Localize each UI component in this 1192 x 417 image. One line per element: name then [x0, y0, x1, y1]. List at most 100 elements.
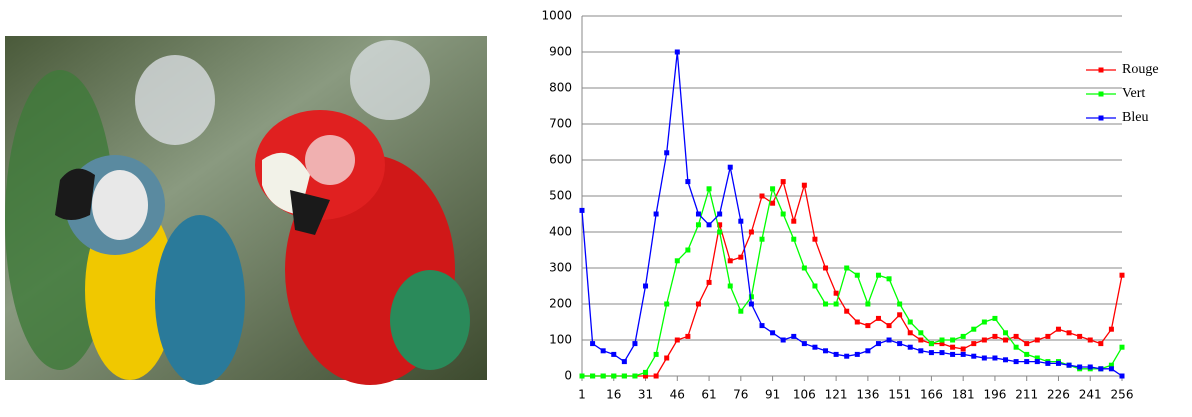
marker — [992, 316, 997, 321]
marker — [1088, 338, 1093, 343]
x-tick-label: 241 — [1079, 388, 1102, 402]
marker — [749, 302, 754, 307]
marker — [717, 212, 722, 217]
marker — [675, 50, 680, 55]
marker — [707, 280, 712, 285]
y-tick-label: 800 — [549, 81, 572, 95]
marker — [812, 345, 817, 350]
marker — [929, 341, 934, 346]
marker — [781, 179, 786, 184]
marker — [982, 320, 987, 325]
marker — [897, 341, 902, 346]
marker — [738, 309, 743, 314]
marker — [865, 302, 870, 307]
marker — [622, 374, 627, 379]
legend-marker — [1099, 68, 1104, 73]
marker — [728, 165, 733, 170]
marker — [855, 273, 860, 278]
y-tick-label: 400 — [549, 225, 572, 239]
marker — [887, 276, 892, 281]
marker — [696, 302, 701, 307]
marker — [940, 350, 945, 355]
x-tick-label: 181 — [952, 388, 975, 402]
marker — [791, 219, 796, 224]
marker — [844, 309, 849, 314]
marker — [834, 291, 839, 296]
marker — [1077, 365, 1082, 370]
figure: 0100200300400500600700800900100011631466… — [0, 0, 1192, 412]
y-tick-label: 0 — [564, 369, 572, 383]
legend-label: Bleu — [1122, 110, 1148, 125]
x-tick-label: 226 — [1047, 388, 1070, 402]
marker — [1120, 374, 1125, 379]
marker — [992, 356, 997, 361]
marker — [664, 150, 669, 155]
marker — [664, 356, 669, 361]
x-tick-label: 196 — [983, 388, 1006, 402]
marker — [760, 194, 765, 199]
marker — [908, 330, 913, 335]
marker — [834, 352, 839, 357]
marker — [971, 354, 976, 359]
marker — [717, 230, 722, 235]
marker — [971, 327, 976, 332]
marker — [908, 320, 913, 325]
marker — [1014, 334, 1019, 339]
marker — [908, 345, 913, 350]
marker — [770, 186, 775, 191]
marker — [1024, 359, 1029, 364]
x-tick-label: 166 — [920, 388, 943, 402]
marker — [950, 345, 955, 350]
marker — [812, 284, 817, 289]
x-tick-label: 106 — [793, 388, 816, 402]
marker — [823, 348, 828, 353]
y-tick-label: 300 — [549, 261, 572, 275]
marker — [791, 237, 796, 242]
marker — [1003, 330, 1008, 335]
marker — [865, 323, 870, 328]
marker — [749, 230, 754, 235]
marker — [696, 222, 701, 227]
marker — [685, 179, 690, 184]
marker — [590, 341, 595, 346]
marker — [791, 334, 796, 339]
x-tick-label: 76 — [733, 388, 748, 402]
marker — [728, 258, 733, 263]
marker — [865, 348, 870, 353]
x-tick-label: 91 — [765, 388, 780, 402]
y-tick-label: 200 — [549, 297, 572, 311]
marker — [1014, 359, 1019, 364]
marker — [654, 374, 659, 379]
y-tick-label: 600 — [549, 153, 572, 167]
x-tick-label: 151 — [888, 388, 911, 402]
x-tick-label: 46 — [670, 388, 685, 402]
x-tick-label: 31 — [638, 388, 653, 402]
marker — [654, 212, 659, 217]
marker — [738, 219, 743, 224]
marker — [738, 255, 743, 260]
marker — [961, 347, 966, 352]
y-tick-label: 100 — [549, 333, 572, 347]
marker — [601, 348, 606, 353]
marker — [823, 266, 828, 271]
legend-label: Rouge — [1122, 62, 1159, 77]
marker — [961, 334, 966, 339]
marker — [760, 237, 765, 242]
marker — [1024, 352, 1029, 357]
marker — [643, 370, 648, 375]
marker — [855, 352, 860, 357]
y-tick-label: 900 — [549, 45, 572, 59]
marker — [950, 352, 955, 357]
marker — [844, 354, 849, 359]
marker — [1109, 327, 1114, 332]
marker — [1014, 345, 1019, 350]
marker — [992, 334, 997, 339]
y-tick-label: 700 — [549, 117, 572, 131]
series-line — [582, 189, 1122, 376]
legend-marker — [1099, 92, 1104, 97]
marker — [1056, 327, 1061, 332]
marker — [855, 320, 860, 325]
marker — [812, 237, 817, 242]
marker — [696, 212, 701, 217]
marker — [1024, 341, 1029, 346]
